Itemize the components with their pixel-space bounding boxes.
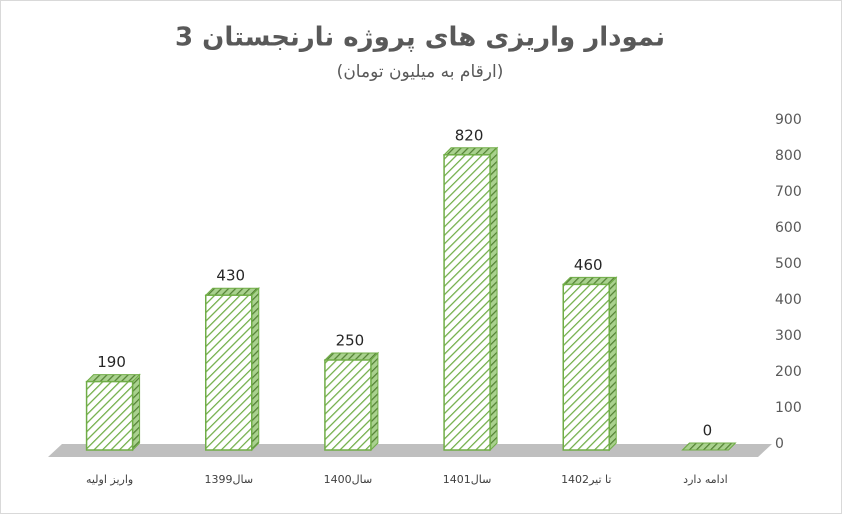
bar-side	[370, 351, 379, 452]
y-tick-label: 400	[775, 292, 802, 308]
bar	[324, 359, 372, 451]
x-tick-label: سال1400	[324, 473, 373, 486]
data-label: 0	[703, 422, 713, 440]
data-label: 430	[216, 267, 245, 285]
y-tick-label: 800	[775, 148, 802, 164]
data-label: 190	[97, 353, 126, 371]
bar-side	[251, 286, 260, 452]
data-label: 460	[574, 256, 603, 274]
bar-top	[681, 442, 737, 451]
plot-area: 0 100 200 300 400 500 600 700 800 900 واریز اولیه 1…	[85, 112, 802, 486]
y-tick-label: 300	[775, 328, 802, 344]
y-tick-label: 500	[775, 256, 802, 272]
bar-top	[442, 147, 499, 156]
bar-side	[608, 276, 617, 452]
chart-subtitle: (ارقام به میلیون تومان)	[337, 62, 504, 82]
bar-top	[562, 276, 618, 285]
chart-title: نمودار واریزی های پروژه نارنجستان 3	[175, 23, 665, 53]
data-label: 820	[455, 126, 484, 144]
y-tick-label: 900	[775, 112, 802, 128]
x-tick-label: تا تیر1402	[561, 473, 611, 486]
bar	[205, 294, 253, 451]
bar-top	[85, 374, 141, 383]
bar-side	[489, 146, 498, 452]
bar-top	[204, 287, 260, 296]
bar	[443, 154, 491, 451]
y-tick-label: 700	[775, 184, 802, 200]
x-tick-label: ادامه دارد	[683, 473, 727, 486]
x-tick-label: واریز اولیه	[86, 473, 133, 486]
bar	[562, 283, 610, 451]
y-tick-label: 600	[775, 220, 802, 236]
y-tick-label: 200	[775, 364, 802, 380]
floor	[48, 444, 772, 457]
bar-side	[132, 373, 141, 452]
data-label: 250	[336, 332, 365, 350]
y-tick-label: 0	[775, 436, 784, 452]
y-tick-label: 100	[775, 400, 802, 416]
x-tick-label: سال1399	[204, 473, 253, 486]
x-tick-label: سال1401	[443, 473, 492, 486]
bar-top	[323, 352, 380, 361]
bar	[85, 380, 134, 451]
